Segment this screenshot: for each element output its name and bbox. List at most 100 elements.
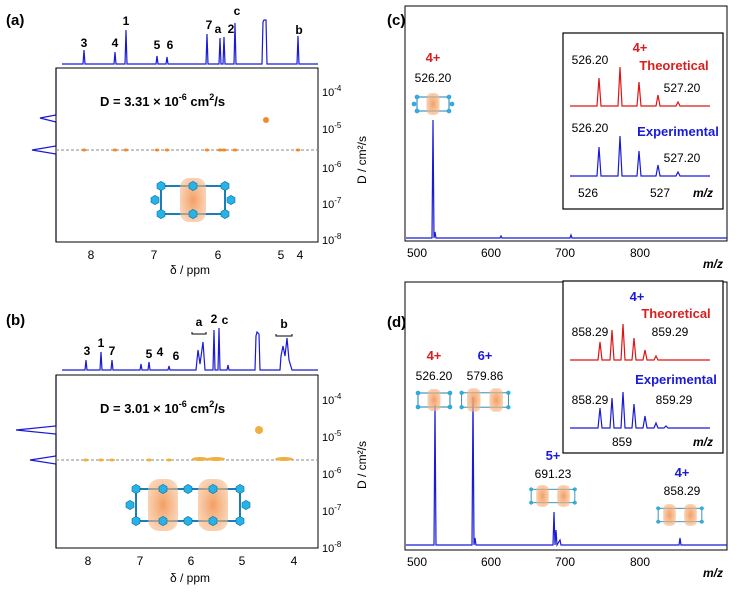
panel-a-y-tick: 10-6 (322, 160, 342, 175)
peak-b-c: c (222, 313, 229, 327)
panel-c-x-tick: 800 (630, 246, 650, 260)
inset-d-charge: 4+ (630, 289, 645, 304)
inset-c-tick: 527 (650, 186, 670, 200)
panel-c-x-tick: 700 (555, 246, 575, 260)
peak-b-a: a (196, 315, 203, 329)
panel-b-x-tick: 6 (188, 554, 195, 568)
peak-b-7: 7 (109, 344, 116, 358)
peak-a-a: a (215, 22, 222, 36)
panel-b-x-label: δ / ppm (170, 571, 210, 585)
panel-c-frame (404, 5, 728, 242)
panel-b-y-tick: 10-8 (322, 540, 342, 555)
panel-b: (b) 3 1 7 5 4 6 a 2 c b D = 3.01 × 10-6 … (6, 312, 369, 585)
panel-a-molecule (150, 178, 236, 222)
panel-b-y-tick: 10-7 (322, 503, 342, 518)
peak-a-6: 6 (167, 38, 174, 52)
inset-c-theo-left: 526.20 (572, 53, 609, 67)
panel-b-dosy-frame (55, 374, 319, 549)
peak-b-6: 6 (173, 349, 180, 363)
panel-d-peak-mz: 858.29 (664, 484, 701, 498)
peak-b-2: 2 (211, 312, 218, 326)
panel-d-peak-charge: 4+ (427, 348, 442, 363)
inset-c-exp-right: 527.20 (664, 151, 701, 165)
inset-c-exp-left: 526.20 (572, 121, 609, 135)
panel-c-charge: 4+ (426, 50, 441, 65)
panel-d-peak-charge: 5+ (546, 448, 561, 463)
panel-d-peak-mz: 691.23 (535, 467, 572, 481)
panel-a-side-projection (31, 68, 57, 242)
peak-a-4: 4 (112, 36, 119, 50)
peak-a-c: c (234, 4, 241, 18)
panel-a-y-tick: 10-8 (322, 232, 342, 247)
inset-d-theoretical: Theoretical (641, 306, 710, 321)
panel-a-y-tick: 10-5 (322, 121, 342, 136)
panel-b-x-tick: 7 (137, 554, 144, 568)
inset-d-exp-right: 859.29 (656, 393, 693, 407)
panel-a-1d-spectrum (62, 19, 318, 65)
panel-a: (a) 3 4 1 5 6 7 a 2 c b D = 3.31 × 10-6 (6, 4, 369, 277)
panel-a-y-label: D / cm²/s (355, 136, 369, 184)
panel-b-label: (b) (6, 312, 25, 329)
peak-a-b: b (295, 23, 302, 37)
inset-d-theo-left: 858.29 (572, 325, 609, 339)
panel-b-y-tick: 10-4 (322, 392, 342, 407)
panel-a-x-tick: 8 (88, 248, 95, 262)
panel-d-peak-mz: 579.86 (467, 369, 504, 383)
bracket-a (191, 332, 207, 335)
peak-b-b: b (280, 317, 287, 331)
panel-d-peak-labels: 4+ 526.20 6+ 579.86 5+ 691.23 4+ 858.29 (416, 348, 701, 498)
panel-a-dosy-spots (81, 117, 301, 152)
peak-a-7: 7 (206, 18, 213, 32)
inset-d-experimental-trace (570, 391, 710, 429)
peak-a-2: 2 (228, 22, 235, 36)
panel-a-diffusion-coefficient: D = 3.31 × 10-6 cm2/s (100, 92, 225, 109)
panel-d-molecule-4 (656, 504, 704, 526)
panel-b-side-projection (15, 375, 57, 548)
panel-d: (d) 4+ 526.20 6+ 579.86 5+ 691.23 4+ 858… (387, 280, 728, 580)
panel-c-molecule (411, 93, 455, 115)
inset-c-theo-right: 527.20 (664, 81, 701, 95)
panel-b-x-tick: 8 (85, 554, 92, 568)
panel-d-x-tick: 800 (630, 555, 650, 569)
panel-d-x-unit: m/z (703, 566, 723, 580)
panel-b-molecule (125, 479, 251, 531)
panel-c-inset: 4+ Theoretical 526.20 527.20 Experimenta… (562, 32, 724, 210)
panel-d-molecule-1 (415, 389, 453, 411)
peak-b-3: 3 (84, 344, 91, 358)
panel-a-x-tick: 6 (215, 248, 222, 262)
panel-d-mass-spectrum (406, 396, 727, 547)
panel-c-label: (c) (387, 12, 405, 29)
panel-d-peak-mz: 526.20 (416, 369, 453, 383)
panel-b-dosy-spots (83, 426, 293, 462)
panel-b-y-tick: 10-6 (322, 466, 342, 481)
panel-a-y-tick: 10-7 (322, 196, 342, 211)
panel-d-peak-charge: 4+ (675, 465, 690, 480)
panel-c-x-unit: m/z (703, 257, 723, 271)
panel-b-x-tick: 5 (239, 554, 246, 568)
inset-c-experimental: Experimental (637, 124, 719, 139)
panel-b-y-label: D / cm²/s (355, 441, 369, 489)
panel-c-x-tick: 600 (481, 246, 501, 260)
panel-a-x-tick: 5 (278, 248, 285, 262)
panel-c-x-tick: 500 (407, 246, 427, 260)
peak-b-5: 5 (146, 347, 153, 361)
inset-d-tick: 859 (612, 435, 632, 449)
peak-b-1: 1 (98, 336, 105, 350)
panel-b-y-tick: 10-5 (322, 429, 342, 444)
panel-d-x-tick: 600 (481, 555, 501, 569)
inset-d-experimental: Experimental (635, 372, 717, 387)
panel-c: (c) 4+ 526.20 500 600 700 800 m/z 4+ The… (387, 5, 728, 271)
inset-c-experimental-trace (570, 135, 710, 177)
panel-d-molecule-3 (529, 485, 577, 507)
panel-a-x-tick: 4 (297, 248, 304, 262)
peak-a-5: 5 (154, 38, 161, 52)
panel-a-x-label: δ / ppm (170, 263, 210, 277)
peak-a-3: 3 (81, 36, 88, 50)
panel-a-label: (a) (6, 12, 24, 29)
inset-d-exp-left: 858.29 (572, 393, 609, 407)
panel-d-label: (d) (387, 314, 406, 331)
panel-d-peak-charge: 6+ (478, 348, 493, 363)
panel-a-y-tick: 10-4 (322, 84, 342, 99)
panel-d-x-tick: 500 (407, 555, 427, 569)
